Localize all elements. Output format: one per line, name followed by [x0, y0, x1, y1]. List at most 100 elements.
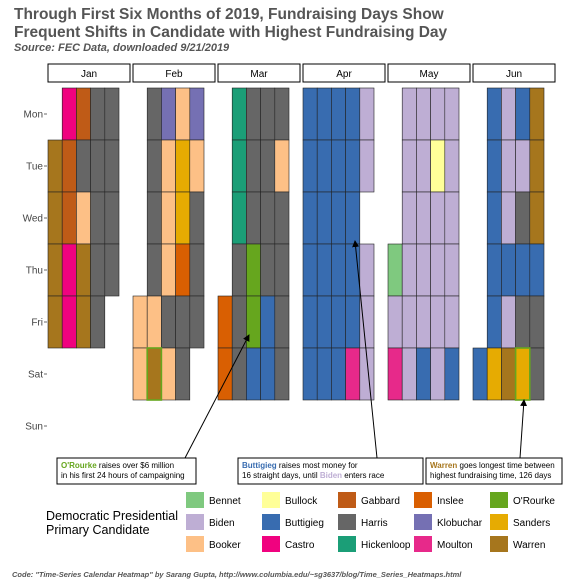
cell-feb-w3-fri-harris [161, 295, 176, 349]
legend-label-sanders: Sanders [513, 518, 550, 529]
cell-jun-w5-thu-buttigieg [529, 243, 545, 297]
cell-apr-w2-sat-buttigieg [316, 347, 332, 401]
cell-jun-w3-sat-warren [501, 347, 516, 401]
cell-feb-w3-mon-klobuchar [161, 87, 176, 141]
cell-apr-w4-mon-buttigieg [345, 87, 361, 141]
cell-feb-w5-thu-harris [189, 243, 205, 297]
cell-jan-w5-mon-harris [104, 87, 120, 141]
cell-jun-w5-sat-harris [529, 347, 545, 401]
cell-mar-w2-tue-hickenloop [231, 139, 247, 193]
cell-jan-w2-fri-castro [61, 295, 77, 349]
cell-mar-w1-sat-inslee [217, 347, 233, 401]
cell-jun-w3-mon-biden [501, 87, 516, 141]
annotation-arrow-3 [519, 399, 528, 459]
cell-apr-w3-wed-buttigieg [331, 191, 346, 245]
cell-mar-w3-tue-harris [246, 139, 261, 193]
cell-mar-w3-wed-harris [246, 191, 261, 245]
chart-title-line-1: Through First Six Months of 2019, Fundra… [14, 6, 445, 23]
cell-jun-w2-mon-buttigieg [486, 87, 502, 141]
cell-jan-w3-wed-booker [76, 191, 91, 245]
legend-label-inslee: Inslee [437, 496, 464, 507]
cell-mar-w2-fri-harris [231, 295, 247, 349]
cell-apr-w2-tue-buttigieg [316, 139, 332, 193]
legend-title-line-1: Democratic Presidential [46, 509, 178, 523]
cell-jan-w5-tue-harris [104, 139, 120, 193]
cell-may-w4-sat-biden [430, 347, 446, 401]
cell-mar-w5-mon-harris [274, 87, 290, 141]
cell-jan-w1-fri-warren [47, 295, 63, 349]
cell-may-w1-thu-bennet [387, 243, 403, 297]
annotation-1-line-2: in his first 24 hours of campaigning [61, 471, 185, 480]
month-header-jan [47, 63, 131, 83]
cell-jan-w2-tue-gabbard [61, 139, 77, 193]
cell-may-w2-wed-biden [401, 191, 417, 245]
cell-apr-w1-mon-buttigieg [302, 87, 318, 141]
cell-mar-w3-mon-harris [246, 87, 261, 141]
cell-mar-w4-thu-harris [260, 243, 276, 297]
chart-title-line-2: Frequent Shifts in Candidate with Highes… [14, 24, 448, 41]
cell-jun-w4-wed-harris [515, 191, 531, 245]
cell-mar-w3-thu-o-rourke [246, 243, 261, 297]
legend-swatch-booker [186, 536, 204, 552]
cell-may-w2-mon-biden [401, 87, 417, 141]
cell-apr-w3-sat-buttigieg [331, 347, 346, 401]
weekday-label-sun: Sun [25, 422, 43, 433]
legend-label-klobuchar: Klobuchar [437, 518, 483, 529]
cell-may-w4-tue-bullock [430, 139, 446, 193]
cell-jun-w3-wed-biden [501, 191, 516, 245]
weekday-label-fri: Fri [31, 318, 43, 329]
annotation-arrow-2 [352, 240, 378, 459]
weekday-label-thu: Thu [26, 266, 43, 277]
cell-may-w5-mon-biden [444, 87, 460, 141]
legend-swatch-bennet [186, 492, 204, 508]
cell-apr-w2-wed-buttigieg [316, 191, 332, 245]
cell-apr-w4-fri-buttigieg [345, 295, 361, 349]
cell-mar-w5-tue-booker [274, 139, 290, 193]
cell-jun-w2-sat-sanders [486, 347, 502, 401]
cell-jun-w2-wed-buttigieg [486, 191, 502, 245]
legend-label-hickenloop: Hickenloop [361, 540, 411, 551]
legend-label-castro: Castro [285, 540, 315, 551]
cell-may-w1-fri-biden [387, 295, 403, 349]
cell-feb-w1-sat-booker [132, 347, 148, 401]
cell-jan-w3-thu-warren [76, 243, 91, 297]
cell-jan-w2-thu-castro [61, 243, 77, 297]
weekday-label-tue: Tue [26, 162, 43, 173]
cell-feb-w4-fri-harris [175, 295, 191, 349]
legend-label-harris: Harris [361, 518, 388, 529]
cell-jan-w4-thu-harris [90, 243, 106, 297]
cell-apr-w2-fri-buttigieg [316, 295, 332, 349]
cell-feb-w5-fri-harris [189, 295, 205, 349]
cell-jan-w1-wed-warren [47, 191, 63, 245]
cell-feb-w2-thu-harris [146, 243, 162, 297]
legend-swatch-castro [262, 536, 280, 552]
cell-may-w1-sat-moulton [387, 347, 403, 401]
month-header-apr [302, 63, 386, 83]
highlight-box-1 [146, 347, 163, 401]
cell-mar-w4-tue-harris [260, 139, 276, 193]
month-label-apr: Apr [336, 69, 352, 80]
cell-mar-w5-fri-harris [274, 295, 290, 349]
cell-feb-w2-tue-harris [146, 139, 162, 193]
cell-feb-w3-thu-booker [161, 243, 176, 297]
cell-jun-w5-tue-warren [529, 139, 545, 193]
annotation-box-1 [56, 457, 197, 485]
cell-mar-w4-mon-harris [260, 87, 276, 141]
cell-mar-w5-sat-harris [274, 347, 290, 401]
cell-may-w4-thu-biden [430, 243, 446, 297]
cell-jun-w4-fri-harris [515, 295, 531, 349]
cell-mar-w2-mon-hickenloop [231, 87, 247, 141]
cell-feb-w2-mon-harris [146, 87, 162, 141]
cell-feb-w2-fri-booker [146, 295, 162, 349]
cell-jun-w3-thu-buttigieg [501, 243, 516, 297]
weekday-label-wed: Wed [23, 214, 43, 225]
cell-jun-w3-tue-biden [501, 139, 516, 193]
cell-jan-w3-mon-gabbard [76, 87, 91, 141]
legend-swatch-warren [490, 536, 508, 552]
cell-feb-w5-tue-booker [189, 139, 205, 193]
cell-mar-w5-wed-harris [274, 191, 290, 245]
cell-feb-w4-tue-sanders [175, 139, 191, 193]
annotation-3-line-1: Warren goes longest time between [430, 461, 555, 470]
